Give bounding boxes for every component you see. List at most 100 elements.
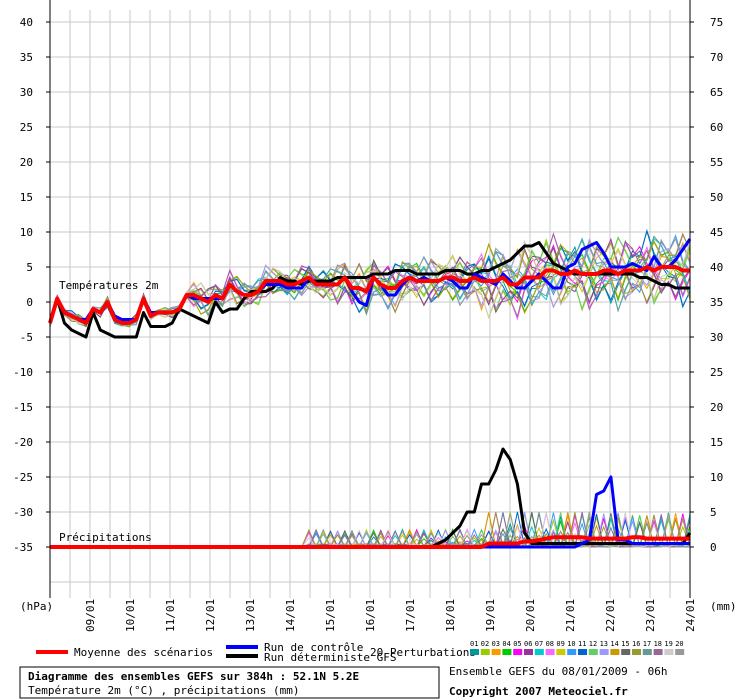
legend-label-deterministic: Run déterministe GFS [264, 651, 396, 664]
perturbation-id-label: 15 [621, 640, 629, 648]
left-tick-label: -10 [13, 366, 33, 379]
perturbation-swatch [567, 649, 577, 655]
right-tick-label: 55 [710, 156, 723, 169]
perturbation-swatch [578, 649, 587, 655]
temperature-section-label: Températures 2m [59, 279, 159, 292]
ensemble-info: Ensemble GEFS du 08/01/2009 - 06h [449, 665, 668, 678]
x-tick-label: 18/01 [444, 599, 457, 632]
perturbation-swatch [642, 649, 652, 655]
x-tick-label: 21/01 [564, 599, 577, 632]
right-tick-label: 45 [710, 226, 723, 239]
title-box [19, 666, 440, 699]
perturbation-swatch [653, 649, 663, 655]
left-tick-label: 20 [20, 156, 33, 169]
x-tick-label: 17/01 [404, 599, 417, 632]
perturbation-id-label: 13 [600, 640, 608, 648]
right-tick-label: 50 [710, 191, 723, 204]
perturbation-id-label: 18 [654, 640, 662, 648]
mean-temp-line [48, 265, 690, 325]
left-tick-label: 35 [20, 51, 33, 64]
x-tick-label: 15/01 [324, 599, 337, 632]
right-tick-label: 10 [710, 471, 723, 484]
x-tick-label: 13/01 [244, 599, 257, 632]
right-tick-label: 30 [710, 331, 723, 344]
x-tick-label: 14/01 [284, 599, 297, 632]
perturbation-swatch [524, 649, 533, 655]
perturbation-swatch [556, 649, 566, 655]
legend: Moyenne des scénarios Run de contrôle Ru… [36, 640, 685, 664]
left-tick-label: 30 [20, 86, 33, 99]
x-tick-label: 10/01 [124, 599, 137, 632]
legend-label-mean: Moyenne des scénarios [74, 646, 213, 659]
legend-label-control: Run de contrôle [264, 641, 363, 654]
right-tick-label: 40 [710, 261, 723, 274]
right-tick-label: 75 [710, 16, 723, 29]
left-tick-label: -20 [13, 436, 33, 449]
perturbation-id-label: 12 [589, 640, 597, 648]
perturbation-id-label: 20 [675, 640, 683, 648]
perturbation-temp-line [49, 239, 691, 325]
x-tick-label: 24/01 [684, 599, 697, 632]
perturbation-id-label: 19 [664, 640, 672, 648]
perturbation-id-label: 11 [578, 640, 586, 648]
perturbation-swatch [534, 649, 544, 655]
perturbation-id-label: 14 [610, 640, 618, 648]
precipitation-section-label: Précipitations [59, 531, 152, 544]
chart-subtitle: Température 2m (°C) , précipitations (mm… [28, 684, 300, 697]
x-tick-label: 20/01 [524, 599, 537, 632]
right-tick-label: 5 [710, 506, 717, 519]
right-tick-label: 0 [710, 541, 717, 554]
perturbation-id-label: 07 [535, 640, 543, 648]
chart-axes: 4035302520151050-5-10-15-20-25-30-357570… [13, 0, 723, 632]
legend-label-perturbations: 20 Perturbations [370, 646, 476, 659]
perturbation-id-label: 04 [502, 640, 510, 648]
left-tick-label: 15 [20, 191, 33, 204]
perturbation-id-label: 03 [492, 640, 500, 648]
x-tick-label: 16/01 [364, 599, 377, 632]
copyright: Copyright 2007 Meteociel.fr [449, 685, 628, 698]
perturbation-id-label: 08 [546, 640, 554, 648]
perturbation-swatch [664, 649, 674, 655]
left-tick-label: -15 [13, 401, 33, 414]
right-tick-label: 65 [710, 86, 723, 99]
x-tick-label: 11/01 [164, 599, 177, 632]
right-tick-label: 60 [710, 121, 723, 134]
perturbation-swatch [480, 649, 490, 655]
x-tick-label: 22/01 [604, 599, 617, 632]
right-axis-unit: (mm) [710, 600, 737, 613]
right-tick-label: 15 [710, 436, 723, 449]
left-tick-label: -35 [13, 541, 33, 554]
perturbation-id-label: 06 [524, 640, 532, 648]
chart-title: Diagramme des ensembles GEFS sur 384h : … [28, 670, 359, 683]
x-tick-label: 12/01 [204, 599, 217, 632]
perturbation-id-label: 05 [513, 640, 521, 648]
perturbation-swatch [502, 649, 512, 655]
right-tick-label: 25 [710, 366, 723, 379]
perturbation-id-label: 10 [567, 640, 575, 648]
right-tick-label: 35 [710, 296, 723, 309]
right-tick-label: 20 [710, 401, 723, 414]
main-series-lines [48, 238, 692, 549]
left-tick-label: 5 [26, 261, 33, 274]
perturbation-swatch [621, 649, 631, 655]
perturbation-id-label: 01 [470, 640, 478, 648]
perturbation-color-key: 01 02 03 04 05 06 07 08 09 10 11 12 13 14 15 16 17 18 19 20 [470, 640, 685, 655]
perturbation-swatch [610, 649, 620, 655]
left-tick-label: -30 [13, 506, 33, 519]
perturbation-swatch [545, 649, 555, 655]
perturbation-swatch [599, 649, 609, 655]
x-tick-label: 19/01 [484, 599, 497, 632]
perturbation-id-label: 02 [481, 640, 489, 648]
left-tick-label: -25 [13, 471, 33, 484]
left-tick-label: -5 [20, 331, 33, 344]
perturbation-swatch [632, 649, 641, 655]
left-tick-label: 10 [20, 226, 33, 239]
x-tick-label: 09/01 [84, 599, 97, 632]
left-axis-unit: (hPa) [20, 600, 53, 613]
mean-precip-line [50, 535, 690, 549]
left-tick-label: 0 [26, 296, 33, 309]
perturbation-id-label: 16 [632, 640, 640, 648]
perturbation-swatch [675, 649, 685, 655]
perturbation-temp-line [49, 235, 691, 327]
